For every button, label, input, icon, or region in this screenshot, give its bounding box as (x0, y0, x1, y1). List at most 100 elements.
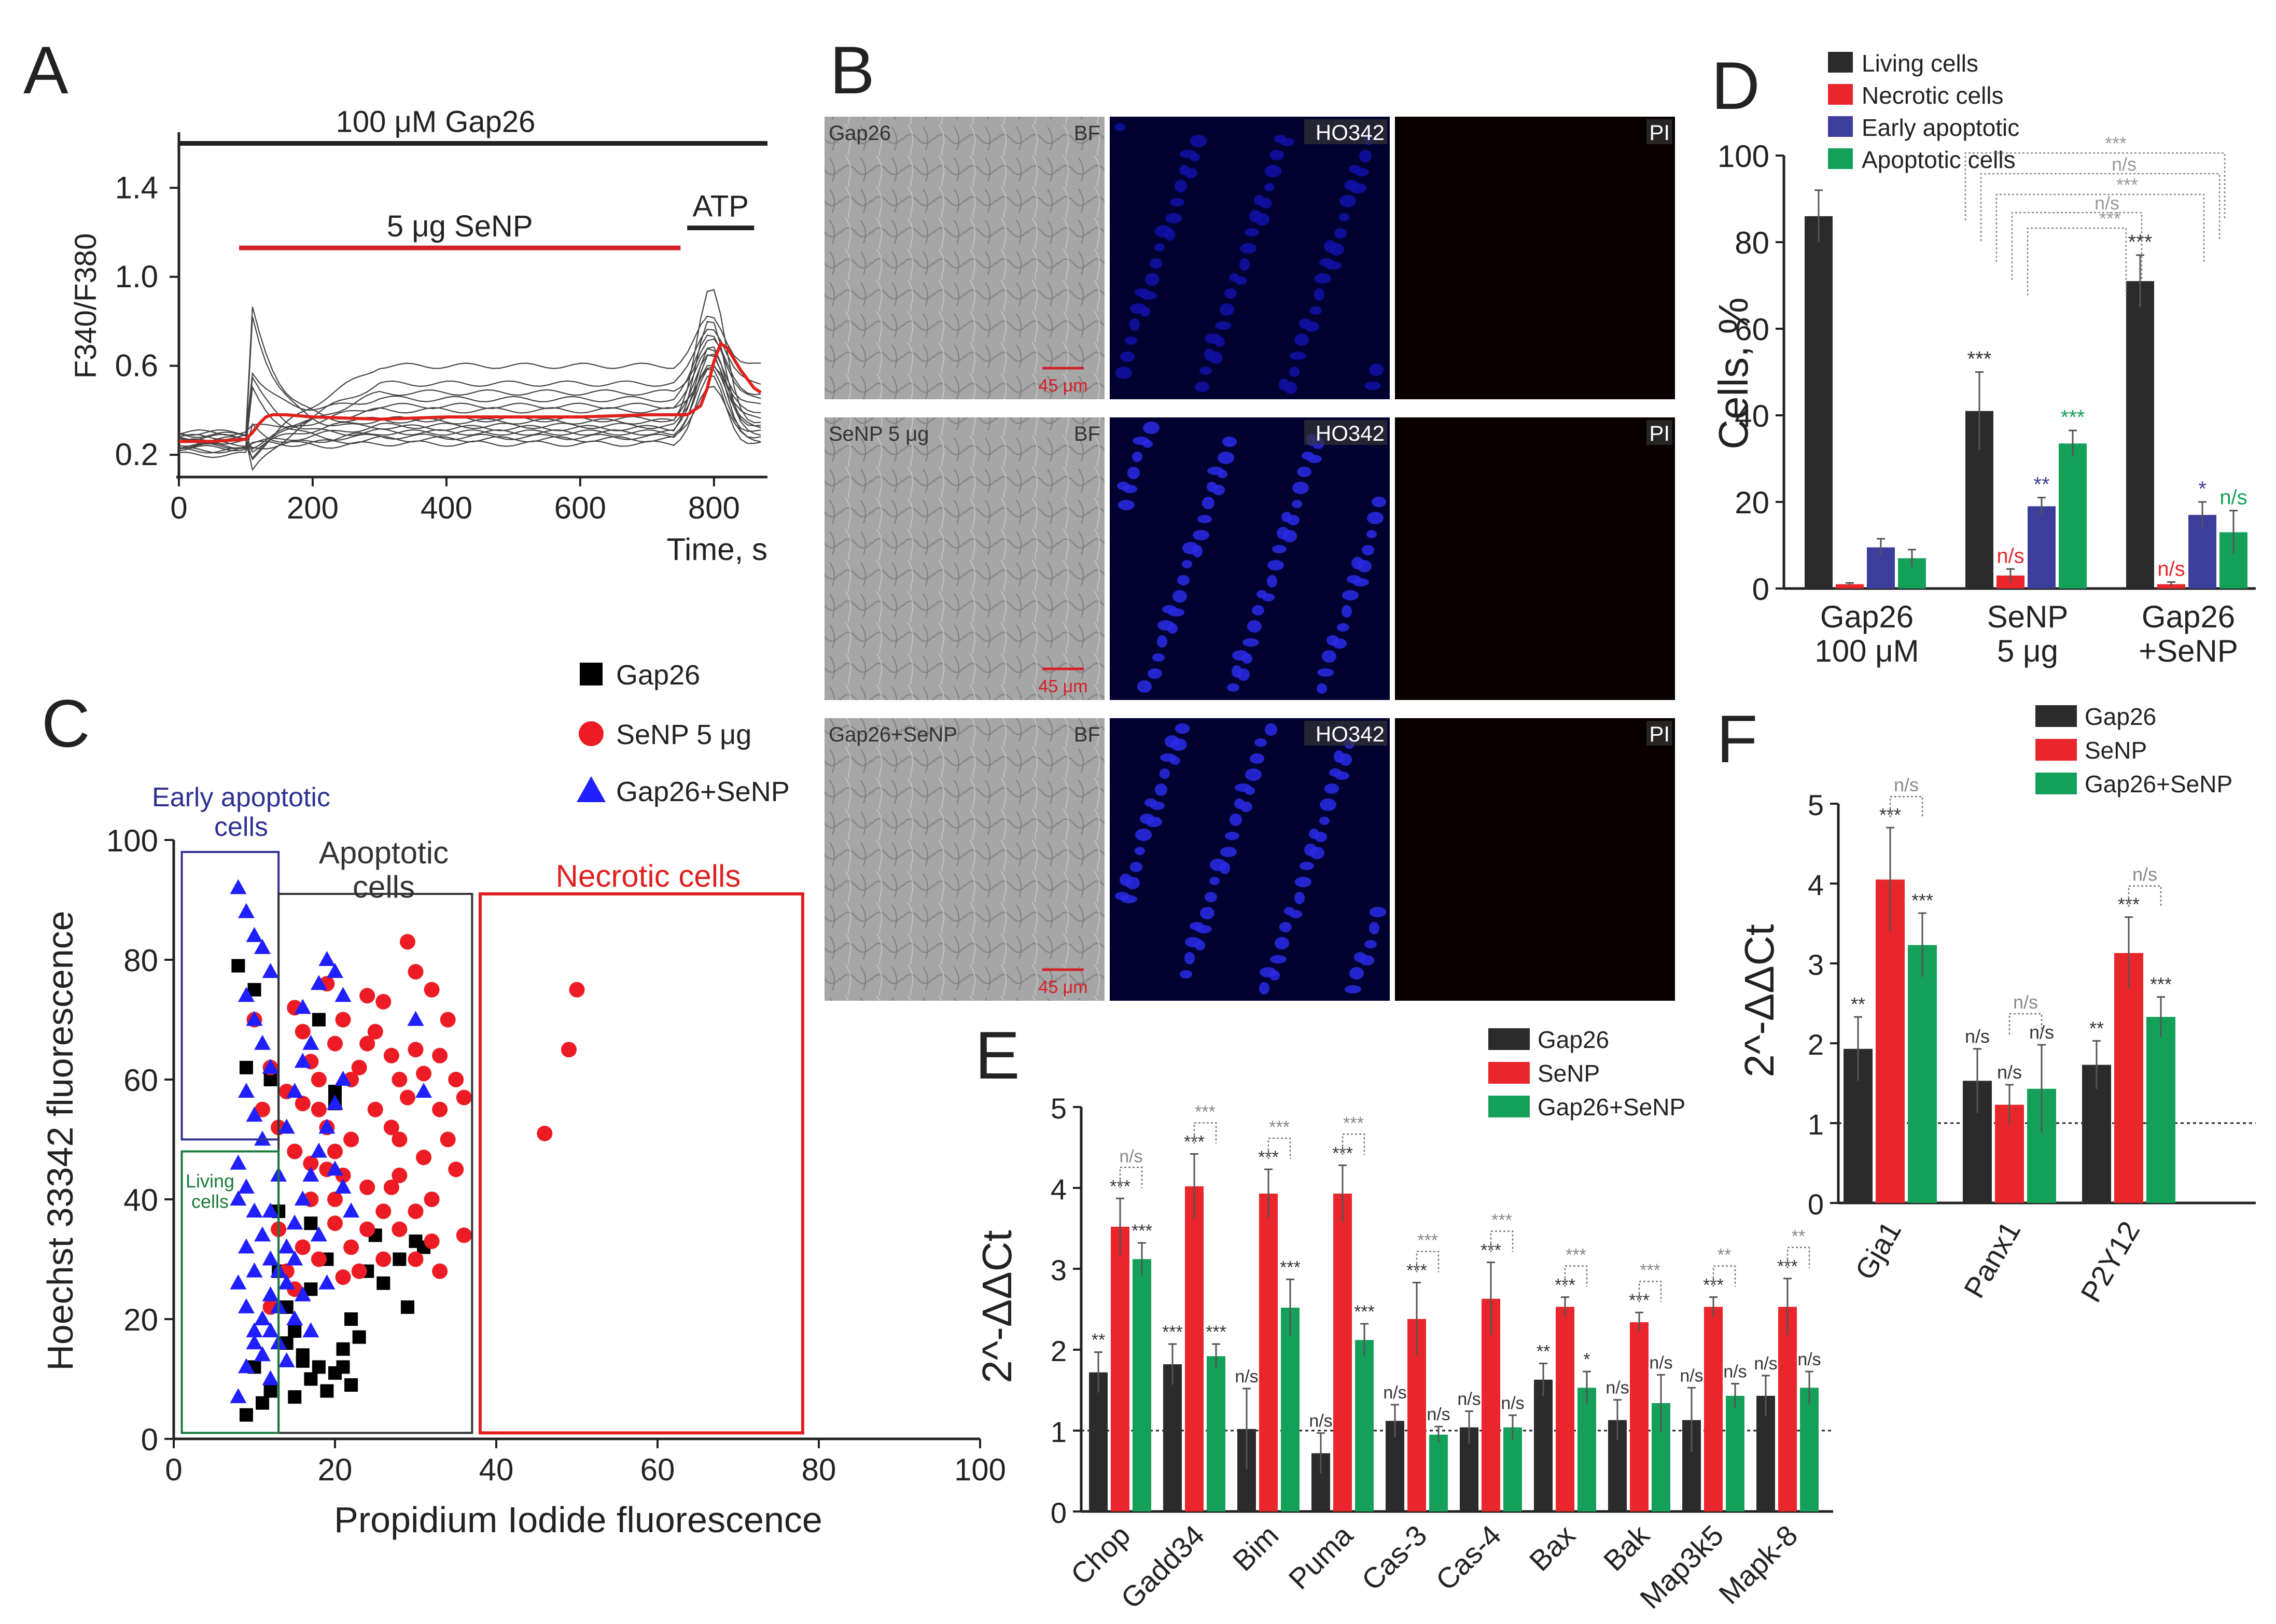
bracket-label: *** (2116, 174, 2138, 195)
bar (1704, 1307, 1723, 1511)
nucleus (1342, 605, 1352, 618)
category-label: Gap26 +SeNP (2139, 599, 2238, 668)
nucleus (1200, 907, 1214, 919)
senp-point (383, 1047, 399, 1063)
legend-label: Gap26 (2085, 703, 2156, 730)
comparison-bracket (1889, 795, 1923, 818)
channel-label: PI (1649, 421, 1670, 445)
bracket-label: n/s (2095, 192, 2119, 214)
nucleus (1367, 512, 1384, 524)
nucleus (1239, 258, 1250, 271)
nucleus (1207, 467, 1224, 475)
bracket-label: *** (1269, 1117, 1290, 1137)
gap26-senp-point (262, 1202, 279, 1218)
x-tick-label: 60 (640, 1452, 675, 1487)
comparison-bracket (1638, 1280, 1662, 1303)
nucleus (1170, 198, 1184, 206)
senp-point (335, 1269, 351, 1285)
legend-marker (579, 721, 604, 746)
senp-point (343, 1239, 359, 1255)
significance-label: ** (1537, 1342, 1550, 1362)
bracket-label: *** (1566, 1245, 1586, 1265)
treatment-label: 100 μM Gap26 (336, 105, 536, 138)
significance-label: n/s (1997, 1061, 2022, 1083)
channel-label: PI (1649, 722, 1670, 746)
gap26-senp-point (238, 1298, 255, 1313)
senp-point (311, 1072, 327, 1087)
cell-trace (178, 316, 761, 445)
nucleus (1140, 814, 1154, 824)
comparison-bracket (1342, 1133, 1365, 1155)
bracket-label: n/s (2013, 991, 2038, 1013)
gap26-point (239, 1060, 253, 1074)
gap26-senp-point (407, 1011, 424, 1026)
senp-point (295, 1239, 311, 1255)
y-tick-label: 80 (1735, 226, 1769, 260)
x-axis-label: Time, s (667, 532, 767, 567)
cell-trace (178, 369, 761, 454)
gap26-senp-point (238, 987, 255, 1002)
nucleus (1369, 922, 1379, 934)
channel-label: HO342 (1316, 120, 1385, 145)
nucleus (1143, 422, 1160, 434)
nucleus (1299, 318, 1311, 329)
nucleus (1215, 321, 1232, 330)
y-tick-label: 80 (123, 943, 158, 978)
nucleus (1277, 527, 1289, 539)
nucleus (1125, 337, 1137, 345)
senp-point (416, 1066, 432, 1082)
gap26-point (344, 1378, 358, 1392)
bracket-label: ** (1718, 1245, 1731, 1265)
legend-swatch (1488, 1062, 1530, 1084)
panel-a-calcium-trace: 0 200 400 600 800 0.2 0.6 1.0 1.4 Time, s F340/F38… (69, 105, 767, 567)
gap26-senp-point (254, 1346, 271, 1362)
gap26-senp-point (238, 903, 255, 918)
channel-label: HO342 (1316, 421, 1385, 445)
bar (2126, 281, 2154, 589)
y-axis-label: 2^-ΔΔCt (974, 1230, 1020, 1383)
condition-label: Gap26 (829, 122, 891, 145)
cell-trace (178, 334, 761, 436)
senp-point (448, 1161, 464, 1178)
gap26-senp-point (230, 1274, 247, 1290)
bar (1133, 1259, 1151, 1511)
senp-point (408, 964, 424, 980)
nucleus (1339, 213, 1349, 221)
senp-point (440, 1131, 456, 1147)
nucleus (1118, 500, 1135, 510)
scale-label: 45 μm (1038, 376, 1087, 396)
nucleus (1202, 497, 1214, 509)
nucleus (1137, 680, 1152, 693)
gap26-senp-point (286, 1250, 303, 1266)
gap26-senp-point (327, 1160, 343, 1176)
bar (1089, 1372, 1108, 1511)
gap26-point (336, 1342, 350, 1356)
nucleus (1115, 123, 1125, 131)
category-label: Cas-3 (1355, 1519, 1433, 1597)
nucleus (1175, 723, 1190, 734)
nucleus (1117, 482, 1129, 490)
legend-label: Gap26+SeNP (2085, 771, 2232, 797)
gap26-senp-point (254, 1130, 271, 1146)
senp-point (295, 1024, 311, 1040)
senp-point (399, 1089, 415, 1105)
nucleus (1339, 195, 1356, 207)
bracket-label: *** (2105, 133, 2127, 154)
gap26-point (344, 1312, 358, 1326)
channel-label: BF (1074, 122, 1100, 145)
senp-point (375, 1251, 392, 1267)
nucleus (1148, 668, 1162, 679)
nucleus (1220, 303, 1234, 316)
senp-point (416, 1150, 432, 1166)
nucleus (1349, 967, 1364, 979)
comparison-bracket (1980, 173, 2221, 241)
significance-label: n/s (2219, 486, 2247, 509)
nucleus (1315, 273, 1331, 284)
y-tick-label: 4 (1051, 1173, 1067, 1206)
nucleus (1115, 892, 1129, 900)
comparison-bracket (1416, 1251, 1440, 1272)
bar (1726, 1395, 1744, 1511)
legend-label: SeNP 5 μg (616, 719, 751, 750)
